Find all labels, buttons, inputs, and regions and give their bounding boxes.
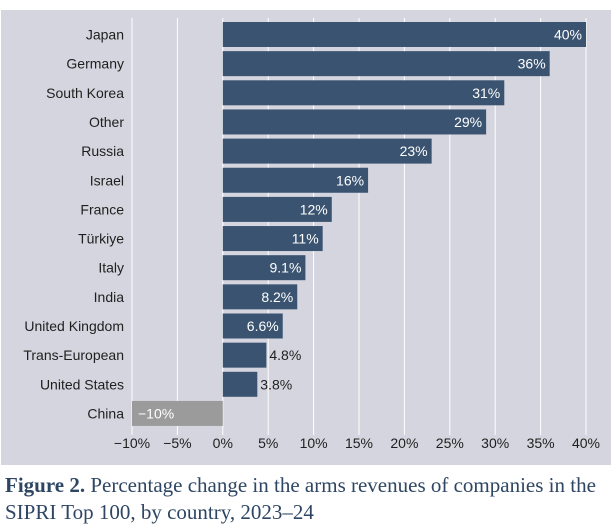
value-label: 40% xyxy=(554,27,582,43)
bar-8 xyxy=(222,255,306,281)
category-label: United Kingdom xyxy=(24,318,124,334)
x-tick-label: 25% xyxy=(436,435,464,451)
value-label: 3.8% xyxy=(260,376,292,392)
bar-2 xyxy=(222,80,505,106)
category-label: China xyxy=(87,405,124,421)
bar-3 xyxy=(222,109,487,135)
category-label: India xyxy=(94,289,125,305)
value-label: 36% xyxy=(518,56,546,72)
value-label: 12% xyxy=(300,201,328,217)
x-axis-ticks: −10% −5% 0% 5% 10% 15% 20% 25% 30% 35% 40% xyxy=(114,435,600,451)
category-label: France xyxy=(80,201,124,217)
x-tick-label: 10% xyxy=(300,435,328,451)
value-label: 23% xyxy=(400,143,428,159)
value-label: 16% xyxy=(336,172,364,188)
bar-9 xyxy=(222,284,298,310)
value-label: 8.2% xyxy=(261,289,293,305)
caption-label: Figure 2. xyxy=(5,473,86,497)
x-tick-label: 30% xyxy=(481,435,509,451)
x-tick-label: 40% xyxy=(572,435,600,451)
value-label: 6.6% xyxy=(247,318,279,334)
value-label: 4.8% xyxy=(269,347,301,363)
caption-text: Percentage change in the arms revenues o… xyxy=(5,473,596,524)
bar-13 xyxy=(132,400,223,426)
bar-0 xyxy=(222,22,587,47)
bar-5 xyxy=(222,167,369,193)
category-label: Russia xyxy=(81,143,124,159)
x-tick-label: 5% xyxy=(258,435,278,451)
bar-11 xyxy=(222,342,267,368)
bars xyxy=(132,22,587,426)
bar-4 xyxy=(222,138,432,164)
category-label: Türkiye xyxy=(78,231,124,247)
category-label: Italy xyxy=(98,260,124,276)
category-label: South Korea xyxy=(46,85,124,101)
value-label: 29% xyxy=(454,114,482,130)
bar-7 xyxy=(222,226,323,252)
category-labels: Japan Germany South Korea Other Russia Israel… xyxy=(23,27,124,422)
x-tick-label: −10% xyxy=(114,435,150,451)
category-label: United States xyxy=(40,376,124,392)
value-labels: 40% 36% 31% 29% 23% 16% 12% 11% 9.1% 8.2% 6.6% 4.8%… xyxy=(138,27,582,422)
value-label: 31% xyxy=(472,85,500,101)
bar-1 xyxy=(222,51,550,77)
x-tick-label: 15% xyxy=(345,435,373,451)
x-tick-label: 0% xyxy=(213,435,233,451)
category-label: Other xyxy=(89,114,124,130)
bar-6 xyxy=(222,196,332,222)
category-label: Israel xyxy=(90,172,124,188)
category-label: Japan xyxy=(86,27,124,43)
value-label: 11% xyxy=(292,231,319,247)
x-tick-label: 20% xyxy=(390,435,418,451)
bar-chart: 40% 36% 31% 29% 23% 16% 12% 11% 9.1% 8.2% 6.6% 4.8%… xyxy=(23,18,600,451)
value-label: 9.1% xyxy=(270,260,302,276)
category-label: Trans-European xyxy=(23,347,124,363)
x-tick-label: −5% xyxy=(163,435,191,451)
bar-12 xyxy=(222,371,258,397)
category-label: Germany xyxy=(66,56,124,72)
chart-panel: 40% 36% 31% 29% 23% 16% 12% 11% 9.1% 8.2% 6.6% 4.8%… xyxy=(1,10,611,465)
x-tick-label: 35% xyxy=(527,435,555,451)
figure-caption: Figure 2. Percentage change in the arms … xyxy=(5,472,610,526)
value-label: −10% xyxy=(138,405,174,421)
bar-10 xyxy=(222,313,283,339)
